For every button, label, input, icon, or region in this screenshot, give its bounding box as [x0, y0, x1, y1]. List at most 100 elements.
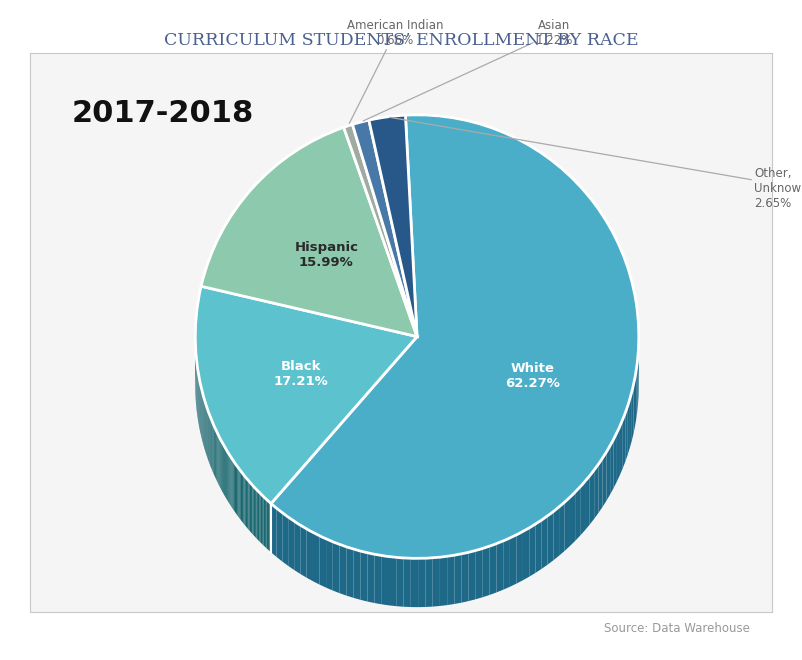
- Polygon shape: [468, 550, 476, 601]
- Polygon shape: [483, 546, 490, 597]
- Polygon shape: [251, 484, 253, 534]
- Polygon shape: [288, 517, 294, 570]
- Polygon shape: [262, 495, 264, 546]
- Polygon shape: [516, 531, 523, 583]
- Polygon shape: [229, 455, 230, 505]
- Polygon shape: [389, 556, 396, 606]
- Polygon shape: [319, 536, 326, 587]
- Polygon shape: [589, 470, 594, 525]
- Polygon shape: [246, 478, 247, 528]
- Polygon shape: [215, 428, 216, 478]
- Text: 2017-2018: 2017-2018: [71, 99, 253, 127]
- Polygon shape: [259, 492, 261, 543]
- Polygon shape: [632, 385, 634, 440]
- Polygon shape: [282, 513, 288, 566]
- Polygon shape: [271, 504, 277, 557]
- Polygon shape: [221, 441, 222, 491]
- Polygon shape: [360, 551, 367, 601]
- Polygon shape: [261, 494, 262, 544]
- Polygon shape: [594, 464, 598, 519]
- Polygon shape: [628, 399, 630, 455]
- Wedge shape: [369, 115, 417, 337]
- Polygon shape: [255, 488, 257, 539]
- Polygon shape: [418, 558, 425, 607]
- Text: American Indian
0.66%: American Indian 0.66%: [346, 18, 444, 123]
- Polygon shape: [241, 471, 242, 521]
- Wedge shape: [344, 125, 417, 337]
- Wedge shape: [195, 286, 417, 504]
- Text: Asian
1.22%: Asian 1.22%: [363, 18, 573, 121]
- Polygon shape: [411, 558, 418, 607]
- Polygon shape: [266, 500, 268, 550]
- Polygon shape: [630, 391, 632, 447]
- Polygon shape: [277, 508, 282, 562]
- Polygon shape: [570, 492, 575, 546]
- Polygon shape: [403, 558, 411, 607]
- Polygon shape: [598, 458, 602, 513]
- Polygon shape: [354, 549, 360, 600]
- Polygon shape: [339, 544, 346, 595]
- Polygon shape: [238, 468, 240, 518]
- Polygon shape: [548, 512, 553, 565]
- Polygon shape: [634, 378, 635, 434]
- Polygon shape: [333, 542, 339, 593]
- Polygon shape: [541, 516, 548, 569]
- Polygon shape: [440, 556, 448, 606]
- Polygon shape: [461, 552, 468, 603]
- Polygon shape: [258, 491, 259, 541]
- Polygon shape: [217, 434, 218, 484]
- Polygon shape: [559, 502, 565, 556]
- Polygon shape: [396, 558, 403, 607]
- Polygon shape: [490, 544, 496, 595]
- Polygon shape: [240, 470, 241, 520]
- Polygon shape: [227, 451, 229, 502]
- Polygon shape: [242, 473, 243, 523]
- Polygon shape: [253, 486, 255, 537]
- Polygon shape: [553, 507, 559, 560]
- Polygon shape: [213, 424, 214, 475]
- Polygon shape: [565, 497, 570, 551]
- Polygon shape: [269, 502, 271, 552]
- Polygon shape: [237, 467, 238, 517]
- Polygon shape: [216, 430, 217, 480]
- Polygon shape: [220, 437, 221, 488]
- Polygon shape: [503, 538, 510, 589]
- Polygon shape: [382, 556, 389, 605]
- Polygon shape: [236, 465, 237, 515]
- Polygon shape: [626, 406, 628, 461]
- Polygon shape: [432, 557, 440, 607]
- Polygon shape: [222, 442, 223, 493]
- Polygon shape: [232, 458, 233, 508]
- Polygon shape: [585, 476, 589, 530]
- Polygon shape: [636, 363, 638, 419]
- Polygon shape: [313, 533, 319, 585]
- Text: Black
17.21%: Black 17.21%: [273, 360, 328, 388]
- Wedge shape: [271, 115, 639, 558]
- Polygon shape: [529, 524, 536, 577]
- Polygon shape: [214, 426, 215, 477]
- Polygon shape: [523, 528, 529, 580]
- Text: Source: Data Warehouse: Source: Data Warehouse: [604, 622, 750, 635]
- Polygon shape: [536, 520, 541, 573]
- Polygon shape: [620, 419, 623, 475]
- Polygon shape: [306, 529, 313, 581]
- Wedge shape: [352, 120, 417, 337]
- Polygon shape: [235, 463, 236, 513]
- Polygon shape: [265, 498, 266, 548]
- Polygon shape: [243, 475, 245, 525]
- Polygon shape: [496, 541, 503, 593]
- Polygon shape: [264, 497, 265, 547]
- Wedge shape: [201, 127, 417, 337]
- Text: CURRICULUM STUDENTS’ ENROLLMENT BY RACE: CURRICULUM STUDENTS’ ENROLLMENT BY RACE: [164, 32, 638, 50]
- Polygon shape: [606, 446, 610, 501]
- Polygon shape: [623, 412, 626, 468]
- Polygon shape: [249, 482, 251, 533]
- Polygon shape: [448, 555, 455, 605]
- Polygon shape: [375, 554, 382, 605]
- Polygon shape: [346, 547, 354, 598]
- Polygon shape: [245, 476, 246, 526]
- Text: Other,
Unknown, Multi
2.65%: Other, Unknown, Multi 2.65%: [390, 117, 802, 209]
- Polygon shape: [476, 548, 483, 599]
- Text: Hispanic
15.99%: Hispanic 15.99%: [294, 241, 358, 269]
- Polygon shape: [617, 426, 620, 482]
